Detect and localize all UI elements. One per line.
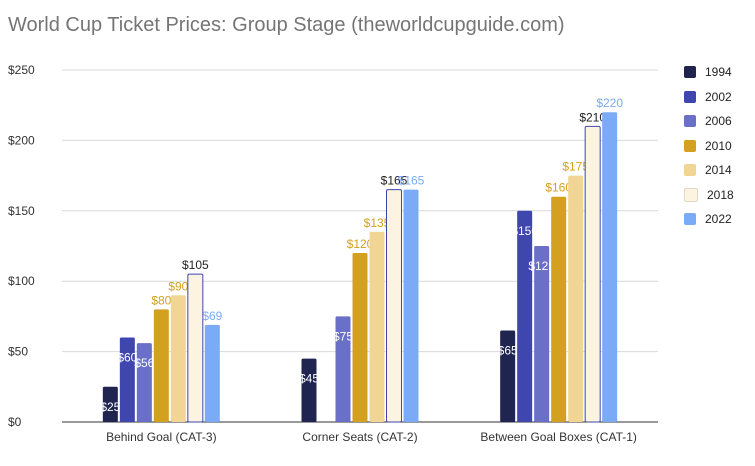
- data-label: $25: [100, 400, 120, 414]
- legend-item: 2002: [684, 85, 734, 110]
- data-label: $69: [202, 309, 222, 323]
- x-tick-label: Between Goal Boxes (CAT-1): [480, 430, 637, 444]
- data-label: $150: [511, 224, 538, 238]
- bar: [403, 189, 419, 422]
- y-tick-label: $250: [8, 63, 35, 77]
- data-label: $65: [498, 343, 518, 357]
- y-tick-label: $50: [8, 345, 28, 359]
- bar: [153, 309, 169, 422]
- y-tick-label: $0: [8, 415, 22, 429]
- bar: [136, 343, 152, 422]
- bar: [551, 196, 567, 422]
- bar: [170, 295, 186, 422]
- x-tick-label: Corner Seats (CAT-2): [302, 430, 417, 444]
- legend-swatch: [684, 164, 696, 177]
- bar: [301, 358, 317, 422]
- legend-label: 1994: [705, 65, 732, 80]
- legend-item: 2022: [684, 207, 734, 232]
- legend-swatch: [684, 66, 696, 79]
- data-label: $135: [364, 216, 391, 230]
- legend-item: 2018: [684, 183, 734, 208]
- data-label: $56: [134, 356, 154, 370]
- bar: [369, 231, 385, 422]
- data-label: $165: [381, 174, 408, 188]
- bar: [335, 316, 351, 422]
- chart-title: World Cup Ticket Prices: Group Stage (th…: [8, 14, 565, 36]
- data-label: $80: [151, 293, 171, 307]
- legend-item: 1994: [684, 60, 734, 85]
- data-label: $60: [117, 351, 137, 365]
- bar: [352, 253, 368, 422]
- data-label: $125: [528, 259, 555, 273]
- y-tick-label: $150: [8, 204, 35, 218]
- bar: [602, 112, 618, 423]
- data-label: $165: [398, 174, 425, 188]
- legend: 1994 2002 2006 2010 2014 2018 2022: [684, 60, 734, 232]
- data-label: $90: [168, 279, 188, 293]
- legend-swatch: [684, 139, 696, 152]
- bar: [386, 189, 402, 423]
- data-label: $105: [182, 258, 209, 272]
- data-label: $160: [545, 181, 572, 195]
- data-label: $220: [596, 96, 623, 110]
- legend-label: 2014: [705, 163, 732, 178]
- bar: [568, 175, 584, 422]
- bar: [500, 330, 516, 422]
- data-label: $120: [347, 237, 374, 251]
- legend-label: 2010: [705, 138, 732, 153]
- data-label: $175: [562, 160, 589, 174]
- data-label: $210: [579, 110, 606, 124]
- legend-item: 2010: [684, 134, 734, 159]
- legend-label: 2002: [705, 89, 732, 104]
- legend-swatch: [684, 187, 698, 202]
- legend-swatch: [684, 115, 696, 128]
- bar: [187, 273, 204, 423]
- legend-item: 2014: [684, 158, 734, 183]
- data-label: $75: [333, 329, 353, 343]
- y-tick-label: $200: [8, 133, 35, 147]
- x-tick-label: Behind Goal (CAT-3): [106, 430, 217, 444]
- legend-swatch: [684, 213, 696, 226]
- legend-label: 2022: [705, 212, 732, 227]
- y-tick-label: $100: [8, 274, 35, 288]
- data-label: $45: [299, 372, 319, 386]
- bar: [102, 386, 118, 422]
- legend-label: 2018: [707, 187, 734, 202]
- bar: [119, 337, 135, 422]
- legend-swatch: [684, 90, 696, 103]
- bar: [584, 125, 601, 423]
- bar: [534, 246, 550, 422]
- legend-item: 2006: [684, 109, 734, 134]
- legend-label: 2006: [705, 114, 732, 129]
- bar: [204, 324, 220, 422]
- bar: [517, 210, 533, 422]
